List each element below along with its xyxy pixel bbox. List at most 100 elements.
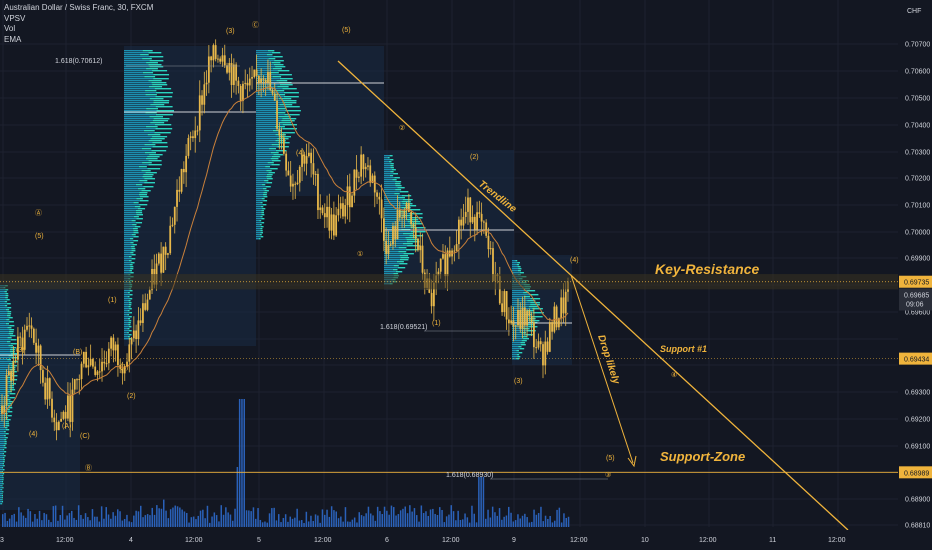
volume-profile-bar <box>127 328 130 330</box>
volume-profile-bar <box>390 171 394 173</box>
volume-profile-bar <box>384 165 391 167</box>
volume-profile-bar <box>128 322 131 324</box>
volume-profile-bar <box>256 216 261 218</box>
volume-profile-bar <box>124 266 131 268</box>
indicator-vpsv[interactable]: VPSV <box>4 13 26 23</box>
candle-body <box>130 338 133 345</box>
candle-body <box>98 371 101 373</box>
volume-profile-bar <box>148 86 163 88</box>
volume-bar <box>172 507 174 527</box>
candle-body <box>510 320 513 324</box>
volume-bar <box>452 511 455 527</box>
candle-body <box>560 297 563 319</box>
volume-profile-bar <box>525 334 533 336</box>
wave-label: (B) <box>73 349 82 356</box>
volume-profile-bar <box>124 234 132 236</box>
candle-body <box>321 207 324 214</box>
volume-profile-bar <box>0 297 6 299</box>
volume-profile-bar <box>0 487 3 489</box>
volume-profile-bar <box>262 208 266 210</box>
volume-bar <box>204 518 206 527</box>
volume-profile-bar <box>0 451 5 453</box>
volume-bar <box>301 520 303 527</box>
volume-profile-bar <box>146 62 158 64</box>
volume-profile-bar <box>256 196 264 198</box>
candle-body <box>555 306 558 328</box>
volume-bar <box>330 506 333 527</box>
volume-profile-bar <box>256 122 279 124</box>
volume-profile-bar <box>256 50 268 52</box>
volume-bar <box>439 507 441 527</box>
candle-body <box>394 226 397 240</box>
volume-profile-bar <box>0 299 7 301</box>
volume-profile-bar <box>124 228 133 230</box>
volume-bar <box>13 513 15 527</box>
indicator-vol[interactable]: Vol <box>4 24 16 33</box>
volume-profile-bar <box>124 238 131 240</box>
candle-body <box>10 371 12 381</box>
volume-profile-bar <box>512 334 526 336</box>
volume-profile-bar <box>124 242 131 244</box>
volume-profile-bar <box>2 467 4 469</box>
volume-profile-bar <box>140 54 149 56</box>
volume-bar <box>278 514 280 527</box>
volume-profile-bar <box>2 475 4 477</box>
volume-bar <box>181 509 183 527</box>
volume-profile-bar <box>270 158 279 160</box>
trendline[interactable] <box>337 60 849 531</box>
volume-profile-bar <box>512 266 518 268</box>
volume-profile-bar <box>124 162 143 164</box>
volume-profile-bar <box>0 497 2 499</box>
volume-bar <box>556 509 558 527</box>
volume-profile-bar <box>282 124 297 126</box>
candle-body <box>362 154 365 170</box>
volume-bar <box>485 518 487 527</box>
volume-bar <box>188 522 190 527</box>
chart-legend: Australian Dollar / Swiss Franc, 30, FXC… <box>4 3 153 45</box>
candle-body <box>544 341 547 366</box>
volume-bar <box>517 514 519 527</box>
volume-profile-bar <box>256 154 274 156</box>
volume-profile-bar <box>256 62 272 64</box>
volume-profile-bar <box>152 70 168 72</box>
volume-profile-bar <box>405 237 418 239</box>
volume-profile-bar <box>0 377 7 379</box>
volume-profile-bar <box>0 341 7 343</box>
volume-profile-bar <box>512 346 519 348</box>
volume-profile-bar <box>256 58 269 60</box>
volume-bar <box>6 520 9 527</box>
volume-profile-bar <box>130 242 134 244</box>
volume-profile-bar <box>384 255 400 257</box>
volume-profile-bar <box>512 290 528 292</box>
indicator-ema[interactable]: EMA <box>4 34 22 44</box>
volume-bar <box>103 518 105 527</box>
symbol-title[interactable]: Australian Dollar / Swiss Franc, 30, FXC… <box>4 3 154 12</box>
candle-body <box>326 206 328 218</box>
volume-profile-bar <box>142 162 152 164</box>
y-tick-label: 0.69200 <box>905 417 930 424</box>
volume-profile-bar <box>124 326 129 328</box>
candle-body <box>392 226 394 245</box>
volume-profile-bar <box>0 425 7 427</box>
volume-profile-bar <box>124 144 145 146</box>
candle-body <box>444 254 447 277</box>
candle-body <box>182 169 185 173</box>
fib-label-1: 1.618(0.70612) <box>55 58 102 65</box>
volume-bar <box>61 505 64 527</box>
volume-profile-bar <box>0 423 6 425</box>
candle-body <box>376 192 378 197</box>
volume-profile-bar <box>0 357 12 359</box>
candle-body <box>530 315 533 323</box>
volume-profile-bar <box>5 429 10 431</box>
volume-profile-bar <box>256 228 261 230</box>
volume-bar <box>397 514 400 527</box>
volume-profile-bar <box>0 409 7 411</box>
volume-profile-bar <box>124 106 156 108</box>
candle-body <box>457 219 460 245</box>
volume-profile-bar <box>124 50 143 52</box>
volume-profile-bar <box>256 68 273 70</box>
volume-profile-bar <box>256 178 267 180</box>
candle-body <box>492 248 494 282</box>
